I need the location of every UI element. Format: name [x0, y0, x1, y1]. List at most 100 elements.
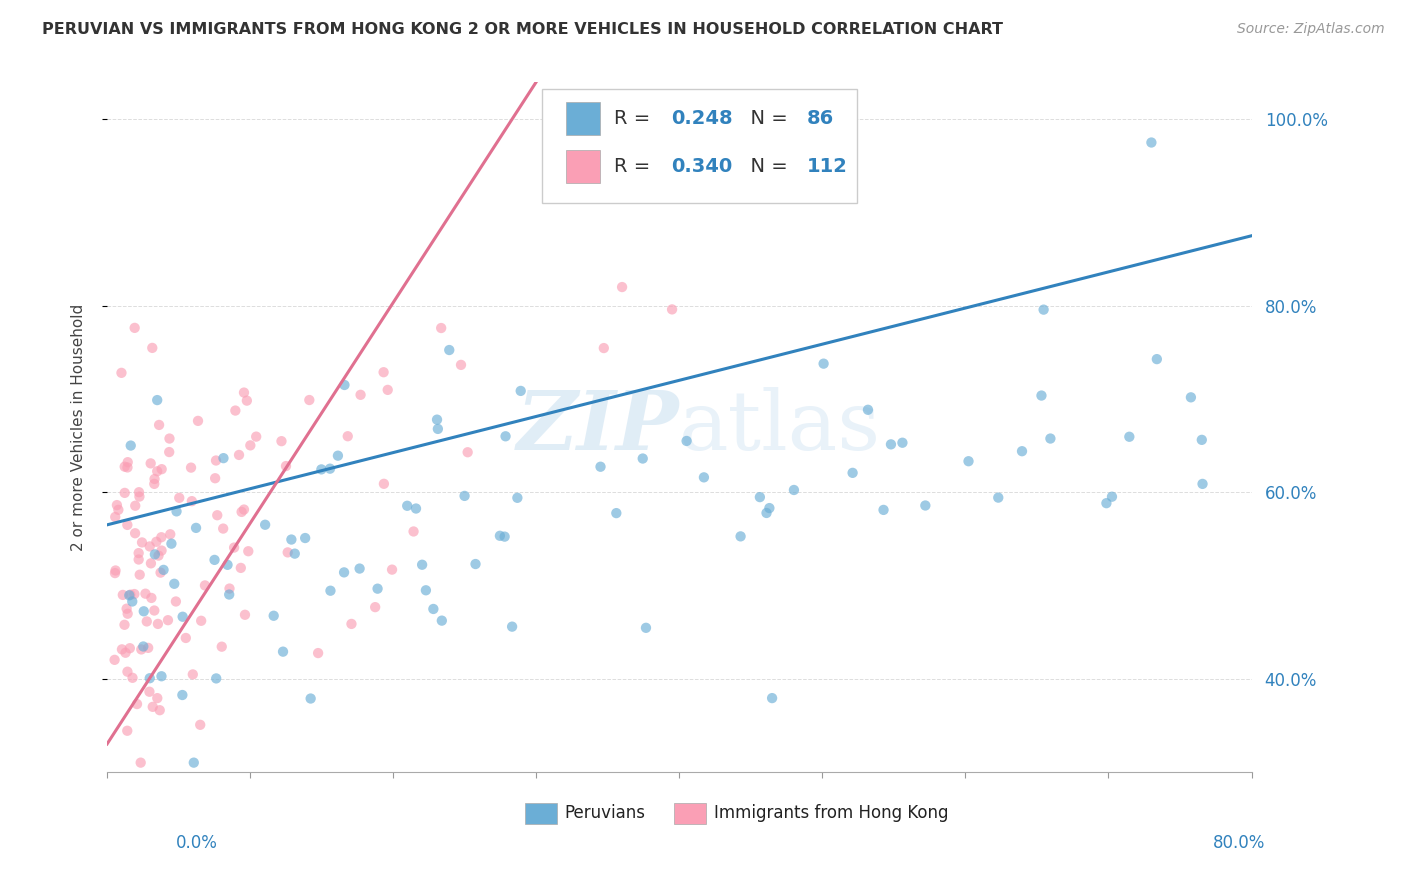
Text: 86: 86: [806, 109, 834, 128]
Text: 112: 112: [806, 157, 848, 177]
Point: [107, 503, 129, 517]
Point: [1140, 136, 1163, 150]
Point: [1191, 433, 1213, 447]
Point: [605, 506, 627, 520]
Bar: [524, 803, 557, 823]
Point: [411, 558, 433, 572]
Point: [183, 756, 205, 770]
Point: [453, 489, 475, 503]
Point: [117, 455, 139, 469]
Point: [506, 491, 529, 505]
Point: [271, 645, 294, 659]
Point: [239, 438, 262, 452]
Point: [146, 691, 169, 706]
Point: [117, 723, 139, 738]
Point: [319, 461, 342, 475]
Point: [631, 451, 654, 466]
Text: atlas: atlas: [679, 387, 882, 467]
Point: [190, 614, 212, 628]
Point: [217, 558, 239, 572]
Point: [125, 697, 148, 711]
Point: [156, 613, 179, 627]
Point: [661, 302, 683, 317]
Point: [150, 530, 173, 544]
Point: [872, 503, 894, 517]
Point: [457, 445, 479, 459]
Point: [117, 460, 139, 475]
Point: [148, 417, 170, 432]
Text: 0.340: 0.340: [671, 157, 733, 177]
Text: Immigrants from Hong Kong: Immigrants from Hong Kong: [714, 805, 948, 822]
Point: [212, 522, 235, 536]
Point: [349, 561, 371, 575]
Point: [987, 491, 1010, 505]
Point: [124, 321, 146, 335]
Text: Peruvians: Peruvians: [565, 805, 645, 822]
Text: Source: ZipAtlas.com: Source: ZipAtlas.com: [1237, 22, 1385, 37]
Point: [159, 527, 181, 541]
Point: [1118, 430, 1140, 444]
Point: [204, 471, 226, 485]
Point: [212, 451, 235, 466]
Point: [229, 561, 252, 575]
Point: [124, 526, 146, 541]
Point: [145, 534, 167, 549]
Point: [224, 541, 246, 555]
Point: [167, 491, 190, 505]
Point: [149, 566, 172, 580]
Point: [118, 641, 141, 656]
Point: [464, 557, 486, 571]
Point: [120, 588, 142, 602]
Point: [172, 609, 194, 624]
Point: [105, 498, 128, 512]
Point: [104, 566, 127, 580]
Point: [139, 456, 162, 470]
Point: [117, 607, 139, 621]
Point: [205, 672, 228, 686]
Point: [333, 566, 356, 580]
Point: [396, 499, 419, 513]
Point: [628, 131, 651, 145]
Point: [157, 445, 180, 459]
Point: [450, 358, 472, 372]
Point: [141, 591, 163, 605]
Point: [1191, 476, 1213, 491]
Point: [110, 366, 132, 380]
Point: [165, 594, 187, 608]
Point: [129, 756, 152, 770]
Point: [422, 602, 444, 616]
Point: [914, 499, 936, 513]
Point: [233, 502, 256, 516]
Bar: [673, 803, 706, 823]
Point: [1095, 496, 1118, 510]
Point: [148, 549, 170, 563]
Point: [138, 671, 160, 685]
Point: [730, 529, 752, 543]
Point: [115, 601, 138, 615]
Point: [146, 464, 169, 478]
Point: [146, 616, 169, 631]
Point: [211, 640, 233, 654]
Point: [245, 429, 267, 443]
Point: [104, 564, 127, 578]
Point: [381, 563, 404, 577]
Point: [128, 567, 150, 582]
Point: [174, 631, 197, 645]
Point: [136, 640, 159, 655]
Bar: [567, 150, 600, 184]
Point: [367, 582, 389, 596]
Point: [114, 486, 136, 500]
Point: [134, 587, 156, 601]
Point: [430, 614, 453, 628]
Point: [495, 429, 517, 443]
Point: [748, 490, 770, 504]
Point: [294, 531, 316, 545]
Point: [120, 439, 142, 453]
Point: [693, 470, 716, 484]
Text: ZIP: ZIP: [516, 387, 679, 467]
Point: [336, 429, 359, 443]
Point: [131, 535, 153, 549]
Point: [228, 448, 250, 462]
Point: [150, 462, 173, 476]
Text: 80.0%: 80.0%: [1213, 834, 1265, 852]
